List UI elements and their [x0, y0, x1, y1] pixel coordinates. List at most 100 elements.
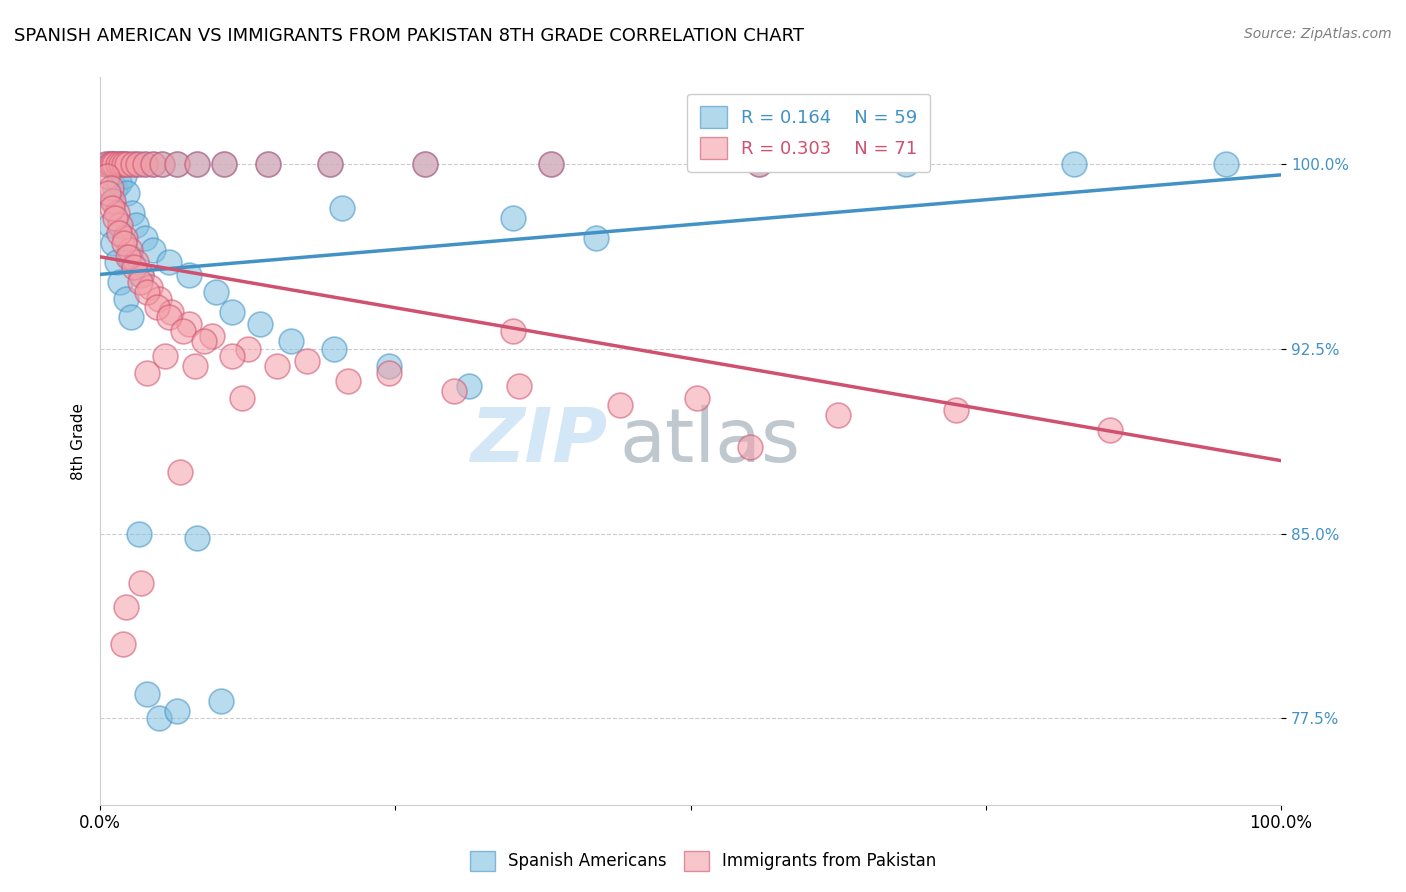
Point	[502, 211, 524, 225]
Point	[117, 251, 139, 265]
Point	[108, 219, 131, 233]
Point	[172, 324, 194, 338]
Point	[124, 255, 146, 269]
Point	[112, 235, 135, 250]
Point	[108, 177, 131, 191]
Point	[101, 157, 124, 171]
Point	[413, 157, 436, 171]
Point	[122, 157, 145, 171]
Point	[209, 694, 232, 708]
Point	[110, 157, 132, 171]
Point	[280, 334, 302, 349]
Point	[146, 300, 169, 314]
Point	[1215, 157, 1237, 171]
Point	[128, 526, 150, 541]
Point	[738, 440, 761, 454]
Point	[112, 157, 135, 171]
Point	[1063, 157, 1085, 171]
Point	[231, 391, 253, 405]
Point	[457, 378, 479, 392]
Point	[378, 359, 401, 373]
Point	[266, 359, 288, 373]
Point	[378, 366, 401, 380]
Point	[748, 157, 770, 171]
Point	[685, 391, 707, 405]
Point	[94, 157, 117, 171]
Point	[748, 157, 770, 171]
Point	[105, 206, 128, 220]
Point	[115, 293, 138, 307]
Point	[212, 157, 235, 171]
Point	[98, 219, 121, 233]
Point	[94, 157, 117, 171]
Point	[148, 293, 170, 307]
Point	[337, 374, 360, 388]
Point	[131, 268, 153, 282]
Point	[117, 186, 139, 201]
Point	[127, 157, 149, 171]
Point	[413, 157, 436, 171]
Point	[103, 157, 125, 171]
Point	[186, 532, 208, 546]
Point	[112, 169, 135, 183]
Point	[150, 157, 173, 171]
Point	[330, 201, 353, 215]
Point	[1098, 423, 1121, 437]
Point	[98, 157, 121, 171]
Point	[183, 359, 205, 373]
Point	[124, 219, 146, 233]
Point	[177, 317, 200, 331]
Point	[108, 226, 131, 240]
Point	[157, 255, 180, 269]
Point	[101, 201, 124, 215]
Point	[236, 342, 259, 356]
Point	[540, 157, 562, 171]
Point	[508, 378, 530, 392]
Point	[157, 310, 180, 324]
Point	[111, 637, 134, 651]
Point	[138, 280, 160, 294]
Point	[256, 157, 278, 171]
Point	[118, 251, 141, 265]
Point	[107, 157, 129, 171]
Point	[97, 186, 120, 201]
Point	[103, 157, 125, 171]
Point	[124, 260, 146, 275]
Point	[443, 384, 465, 398]
Point	[131, 575, 153, 590]
Text: SPANISH AMERICAN VS IMMIGRANTS FROM PAKISTAN 8TH GRADE CORRELATION CHART: SPANISH AMERICAN VS IMMIGRANTS FROM PAKI…	[14, 27, 804, 45]
Point	[136, 285, 159, 299]
Point	[142, 157, 165, 171]
Point	[256, 157, 278, 171]
Point	[186, 157, 208, 171]
Point	[221, 304, 243, 318]
Point	[104, 181, 127, 195]
Point	[142, 243, 165, 257]
Point	[121, 206, 143, 220]
Point	[166, 157, 188, 171]
Point	[540, 157, 562, 171]
Point	[609, 398, 631, 412]
Point	[894, 157, 917, 171]
Point	[945, 403, 967, 417]
Point	[153, 349, 176, 363]
Point	[150, 157, 173, 171]
Point	[323, 342, 346, 356]
Point	[117, 157, 139, 171]
Point	[585, 230, 607, 244]
Legend: R = 0.164    N = 59, R = 0.303    N = 71: R = 0.164 N = 59, R = 0.303 N = 71	[688, 94, 931, 172]
Point	[160, 304, 183, 318]
Point	[177, 268, 200, 282]
Point	[221, 349, 243, 363]
Text: Source: ZipAtlas.com: Source: ZipAtlas.com	[1244, 27, 1392, 41]
Point	[107, 157, 129, 171]
Point	[134, 157, 156, 171]
Point	[117, 157, 139, 171]
Point	[98, 157, 121, 171]
Text: ZIP: ZIP	[471, 405, 607, 477]
Point	[122, 157, 145, 171]
Y-axis label: 8th Grade: 8th Grade	[72, 402, 86, 480]
Point	[169, 465, 191, 479]
Point	[319, 157, 342, 171]
Point	[205, 285, 228, 299]
